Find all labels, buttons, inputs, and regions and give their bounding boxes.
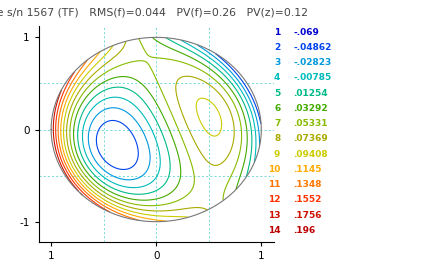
Text: -.04862: -.04862 bbox=[293, 43, 332, 52]
Text: 7: 7 bbox=[274, 119, 280, 128]
Text: .1348: .1348 bbox=[293, 180, 322, 189]
Text: 8: 8 bbox=[274, 134, 280, 143]
Text: .1145: .1145 bbox=[293, 165, 322, 174]
Text: -.02823: -.02823 bbox=[293, 58, 331, 67]
Text: .1756: .1756 bbox=[293, 211, 322, 220]
Text: 12: 12 bbox=[268, 195, 280, 204]
Text: 14: 14 bbox=[268, 226, 280, 235]
Text: .05331: .05331 bbox=[293, 119, 328, 128]
Text: 13: 13 bbox=[268, 211, 280, 220]
Text: .196: .196 bbox=[293, 226, 315, 235]
Text: 9: 9 bbox=[274, 150, 280, 159]
Text: 10: 10 bbox=[268, 165, 280, 174]
Text: 6: 6 bbox=[274, 104, 280, 113]
Text: .03292: .03292 bbox=[293, 104, 328, 113]
Text: -.00785: -.00785 bbox=[293, 73, 331, 82]
Text: 2: 2 bbox=[274, 43, 280, 52]
Text: 3: 3 bbox=[274, 58, 280, 67]
Text: -.069: -.069 bbox=[293, 28, 319, 37]
Text: 4: 4 bbox=[274, 73, 280, 82]
Text: .09408: .09408 bbox=[293, 150, 328, 159]
Text: 1: 1 bbox=[274, 28, 280, 37]
Text: 11: 11 bbox=[268, 180, 280, 189]
Text: 5: 5 bbox=[274, 89, 280, 98]
Text: Name: Ge s/n 1567 (TF)   RMS(f)=0.044   PV(f)=0.26   PV(z)=0.12: Name: Ge s/n 1567 (TF) RMS(f)=0.044 PV(f… bbox=[0, 8, 308, 18]
Text: .1552: .1552 bbox=[293, 195, 321, 204]
Text: .01254: .01254 bbox=[293, 89, 328, 98]
Text: .07369: .07369 bbox=[293, 134, 328, 143]
